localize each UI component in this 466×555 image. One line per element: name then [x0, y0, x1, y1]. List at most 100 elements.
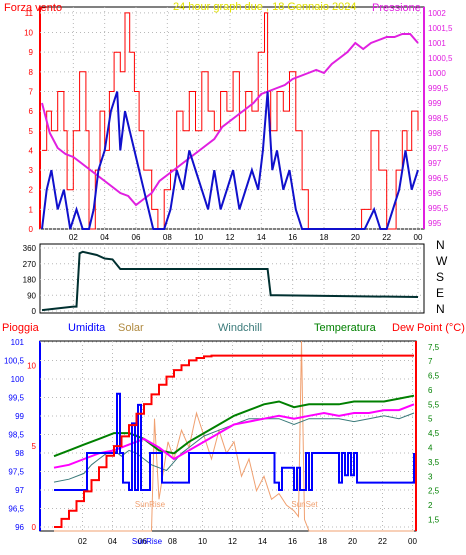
humidity-tick-label: 100 — [11, 375, 25, 384]
wind-tick-label: 8 — [29, 68, 34, 77]
pressure-tick-label: 997,5 — [428, 144, 449, 153]
pressure-tick-label: 1002 — [428, 9, 446, 18]
rain-x-tick-labels: 02 04 06 08 10 12 14 16 18 20 22 00 — [78, 537, 417, 546]
legend-entry: Solar — [118, 322, 144, 334]
pressure-tick-label: 998,5 — [428, 114, 449, 123]
legend-entry: Temperatura — [314, 322, 377, 334]
temperature-tick-label: 4,5 — [428, 429, 440, 438]
wind-tick-label: 0 — [29, 225, 34, 234]
rain-tick-label: 0 — [32, 523, 37, 532]
pressure-tick-label: 1000,5 — [428, 54, 453, 63]
wind-tick-label: 10 — [24, 29, 33, 38]
sun-annotation: SunSet — [291, 500, 318, 509]
wind-x-tick-label: 16 — [288, 233, 297, 242]
pressure-line — [41, 33, 419, 207]
compass-label: W — [436, 254, 448, 268]
sun-annotation: SunRise — [135, 500, 166, 509]
rain-x-tick-label: 00 — [408, 537, 417, 546]
compass-label: S — [436, 270, 444, 284]
direction-plot-area — [39, 243, 425, 314]
legend: Pioggia Umidita Solar Windchill Temperatura D… — [2, 322, 465, 334]
rain-series — [53, 340, 415, 532]
rain-x-tick-label: 14 — [258, 537, 267, 546]
wind-tick-label: 1 — [29, 205, 34, 214]
temperature-tick-label: 5,5 — [428, 400, 440, 409]
temperature-tick-labels: 1,5 2 2,5 3 3,5 4 4,5 5 5,5 6 6,5 7 7,5 — [428, 343, 440, 525]
pressure-tick-label: 999,5 — [428, 84, 449, 93]
direction-tick-label: 0 — [32, 307, 37, 316]
sun-annotations: SunRise SunSet SunRise — [132, 500, 319, 546]
direction-tick-label: 90 — [27, 291, 36, 300]
pressure-tick-label: 1000 — [428, 69, 446, 78]
wind-grid — [40, 7, 424, 230]
wind-avg-line — [41, 91, 419, 230]
temperature-tick-label: 7,5 — [428, 343, 440, 352]
temperature-tick-label: 1,5 — [428, 515, 440, 524]
wind-tick-label: 5 — [29, 127, 34, 136]
rain-x-tick-label: 06 — [138, 537, 147, 546]
pressure-tick-label: 997 — [428, 159, 442, 168]
wind-plot-area — [39, 6, 425, 230]
humidity-tick-label: 99,5 — [8, 394, 24, 403]
wind-tick-label: 3 — [29, 166, 34, 175]
rain-x-tick-label: 10 — [198, 537, 207, 546]
temperature-tick-label: 4 — [428, 444, 433, 453]
wind-x-tick-label: 08 — [163, 233, 172, 242]
humidity-tick-label: 101 — [11, 338, 25, 347]
temperature-tick-label: 5 — [428, 415, 433, 424]
pressure-tick-label: 996 — [428, 189, 442, 198]
legend-entry: Dew Point (°C) — [392, 322, 465, 334]
wind-left-tick-labels: 0 1 2 3 4 5 6 7 8 9 10 11 — [24, 9, 33, 234]
direction-tick-labels: 0 90 180 270 360 — [23, 244, 37, 316]
rain-x-tick-label: 04 — [108, 537, 117, 546]
rain-x-tick-label: 22 — [378, 537, 387, 546]
wind-tick-label: 11 — [25, 9, 34, 18]
legend-entry: Windchill — [218, 322, 262, 334]
pressure-tick-label: 995,5 — [428, 204, 449, 213]
direction-tick-label: 180 — [23, 276, 37, 285]
humidity-tick-label: 96 — [15, 523, 24, 532]
wind-x-tick-label: 10 — [194, 233, 203, 242]
rain-x-tick-label: 02 — [78, 537, 87, 546]
solar-line — [54, 340, 414, 532]
pressure-tick-label: 999 — [428, 99, 442, 108]
direction-tick-label: 360 — [23, 244, 37, 253]
wind-tick-label: 6 — [29, 107, 34, 116]
pressure-tick-label: 1001,5 — [428, 24, 453, 33]
humidity-tick-labels: 96 96,5 97 97,5 98 98,5 99 99,5 100 100,5 101 — [4, 338, 25, 532]
wind-x-tick-label: 14 — [257, 233, 266, 242]
direction-line — [41, 250, 419, 312]
wind-x-tick-label: 00 — [414, 233, 423, 242]
temperature-tick-label: 6,5 — [428, 372, 440, 381]
temperature-tick-label: 6 — [428, 386, 433, 395]
humidity-tick-label: 100,5 — [4, 357, 25, 366]
compass-label: N — [436, 238, 445, 252]
rain-tick-labels: 0 5 10 — [27, 361, 36, 532]
legend-entry: Umidita — [68, 322, 106, 334]
wind-tick-label: 7 — [29, 87, 34, 96]
sun-annotation: SunRise — [132, 537, 163, 546]
wind-x-tick-label: 20 — [351, 233, 360, 242]
humidity-tick-label: 99 — [15, 412, 24, 421]
rain-x-tick-label: 12 — [228, 537, 237, 546]
humidity-tick-label: 97,5 — [8, 468, 24, 477]
temperature-line — [53, 394, 415, 458]
humidity-tick-label: 96,5 — [8, 505, 24, 514]
pressure-tick-label: 998 — [428, 129, 442, 138]
wind-tick-label: 4 — [29, 146, 34, 155]
legend-entry: Pioggia — [2, 322, 40, 334]
panel-rain-humidity-temp: Pioggia Umidita Solar Windchill Temperatura D… — [2, 322, 465, 546]
rain-x-tick-label: 18 — [318, 537, 327, 546]
rain-tick-label: 5 — [32, 442, 37, 451]
rain-line — [54, 354, 414, 528]
temperature-tick-label: 2,5 — [428, 487, 440, 496]
wind-tick-label: 2 — [29, 186, 34, 195]
direction-series — [41, 250, 419, 312]
rain-plot-area — [39, 340, 417, 532]
direction-tick-label: 270 — [23, 260, 37, 269]
rain-x-tick-label: 08 — [168, 537, 177, 546]
pressure-tick-label: 995 — [428, 219, 442, 228]
